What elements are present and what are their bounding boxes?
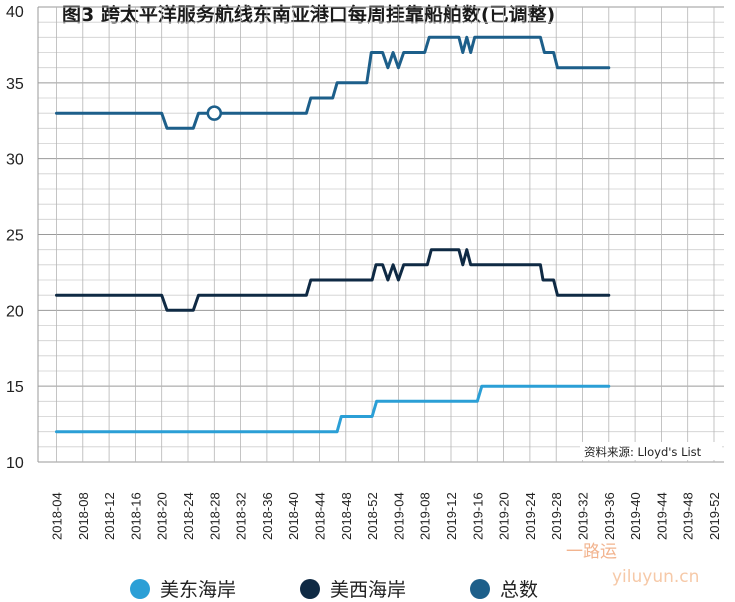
series-marker xyxy=(206,105,223,121)
x-axis-ticks: 2018-04 2018-08 2018-12 2018-16 2018-20 2018-… xyxy=(50,492,723,540)
x-tick-label: 2018-04 xyxy=(50,492,65,540)
x-tick-label: 2019-20 xyxy=(497,492,512,540)
x-tick-label: 2019-36 xyxy=(602,492,617,540)
x-tick-label: 2019-24 xyxy=(523,492,538,540)
x-tick-label: 2019-52 xyxy=(707,492,722,540)
y-tick-label: 40 xyxy=(6,4,24,21)
x-tick-label: 2018-52 xyxy=(365,492,380,540)
x-tick-label: 2018-32 xyxy=(234,492,249,540)
x-tick-label: 2019-12 xyxy=(444,492,459,540)
legend-label-2: 总数 xyxy=(500,579,538,601)
x-tick-label: 2018-20 xyxy=(155,492,170,540)
watermark-en: yiluyun.cn xyxy=(612,567,699,587)
x-tick-label: 2018-44 xyxy=(313,492,328,540)
source-note: 资料来源: Lloyd's List xyxy=(584,445,702,459)
chart-title: 图3 跨太平洋服务航线东南亚港口每周挂靠船舶数(已调整) xyxy=(62,3,555,26)
x-tick-label: 2019-28 xyxy=(549,492,564,540)
legend-swatch-1 xyxy=(300,579,320,599)
x-tick-label: 2018-16 xyxy=(128,492,143,540)
y-tick-label: 30 xyxy=(6,152,24,169)
x-tick-label: 2018-48 xyxy=(339,492,354,540)
legend-swatch-2 xyxy=(470,579,490,599)
x-tick-label: 2019-40 xyxy=(628,492,643,540)
y-tick-label: 25 xyxy=(6,228,24,245)
legend-label-0: 美东海岸 xyxy=(160,579,236,601)
series-line-2 xyxy=(55,35,611,130)
x-tick-label: 2018-08 xyxy=(76,492,91,540)
watermark-cn: 一路运 xyxy=(566,542,617,562)
series-lines xyxy=(55,35,611,434)
y-tick-label: 20 xyxy=(6,303,24,320)
x-tick-label: 2019-04 xyxy=(391,492,406,540)
x-tick-label: 2018-28 xyxy=(207,492,222,540)
x-tick-label: 2018-24 xyxy=(181,492,196,540)
x-tick-label: 2019-32 xyxy=(576,492,591,540)
x-tick-label: 2019-48 xyxy=(681,492,696,540)
x-tick-label: 2018-40 xyxy=(286,492,301,540)
legend-label-1: 美西海岸 xyxy=(330,579,406,601)
series-line-0 xyxy=(55,384,611,434)
legend-swatch-0 xyxy=(130,579,150,599)
series-line-1 xyxy=(55,248,611,312)
y-tick-label: 35 xyxy=(6,76,24,93)
x-tick-label: 2019-08 xyxy=(418,492,433,540)
y-axis-ticks: 10 15 20 25 30 35 40 xyxy=(6,4,24,472)
y-tick-label: 15 xyxy=(6,379,24,396)
x-tick-label: 2018-12 xyxy=(102,492,117,540)
grid xyxy=(37,6,724,463)
x-tick-label: 2019-16 xyxy=(470,492,485,540)
y-tick-label: 10 xyxy=(6,455,24,472)
legend: 美东海岸 美西海岸 总数 xyxy=(130,579,538,601)
x-tick-label: 2019-44 xyxy=(654,492,669,540)
x-tick-label: 2018-36 xyxy=(260,492,275,540)
source-note-bg xyxy=(580,442,722,460)
